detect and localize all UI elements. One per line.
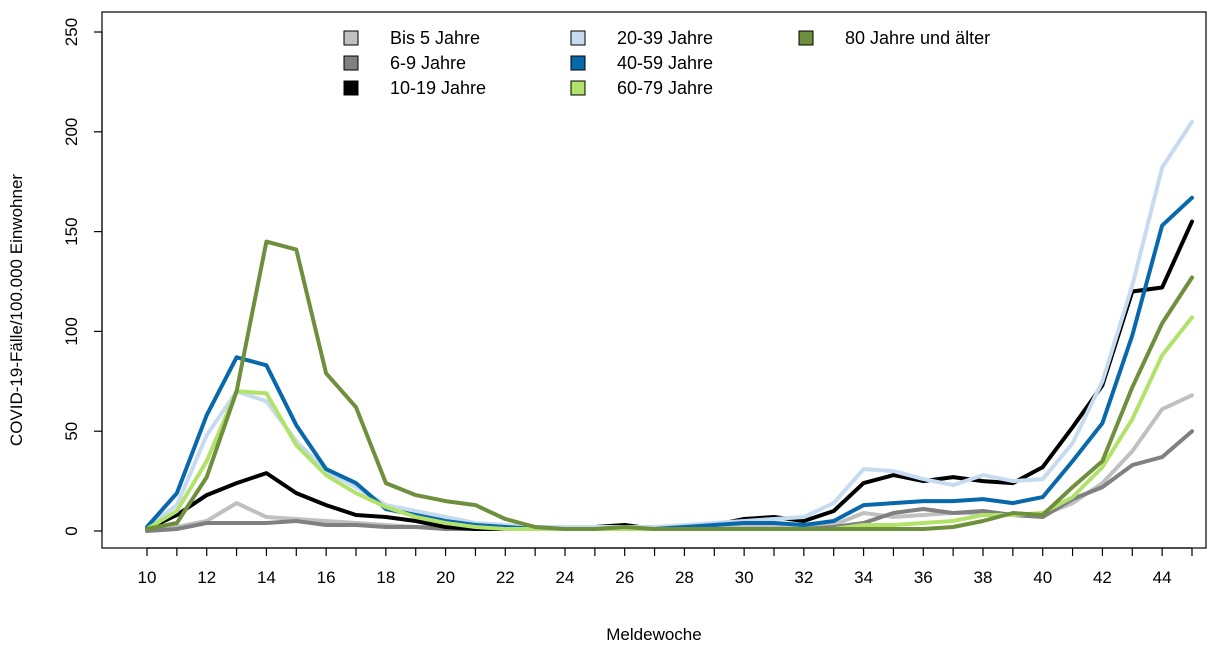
series-line-7: [145, 239, 1194, 531]
series-line-4: [145, 119, 1194, 529]
legend-swatch: [343, 30, 359, 46]
y-axis-title: COVID-19-Fälle/100.000 Einwohner: [7, 174, 26, 446]
y-tick-label: 200: [62, 118, 81, 146]
legend-swatch: [570, 80, 586, 96]
y-tick-label: 250: [62, 18, 81, 46]
x-tick-label: 44: [1153, 568, 1172, 587]
legend-swatch: [570, 30, 586, 46]
x-tick-label: 20: [436, 568, 455, 587]
x-tick-label: 30: [735, 568, 754, 587]
series-line-1: [145, 393, 1194, 531]
y-tick-label: 50: [62, 422, 81, 441]
legend-swatch: [343, 55, 359, 71]
x-axis-title: Meldewoche: [606, 625, 701, 644]
legend-label: 60-79 Jahre: [617, 78, 713, 98]
x-tick-label: 36: [914, 568, 933, 587]
series-lines: [145, 119, 1194, 533]
legend-swatch: [343, 80, 359, 96]
y-tick-label: 0: [62, 526, 81, 535]
x-tick-label: 22: [496, 568, 515, 587]
legend-label: Bis 5 Jahre: [390, 28, 480, 48]
y-tick-label: 150: [62, 217, 81, 245]
x-tick-label: 10: [138, 568, 157, 587]
legend-label: 20-39 Jahre: [617, 28, 713, 48]
x-tick-label: 28: [675, 568, 694, 587]
series-line-3: [145, 219, 1194, 531]
legend-label: 40-59 Jahre: [617, 53, 713, 73]
x-tick-label: 18: [376, 568, 395, 587]
x-tick-label: 34: [854, 568, 873, 587]
legend-label: 6-9 Jahre: [390, 53, 466, 73]
legend-swatch: [570, 55, 586, 71]
legend: Bis 5 Jahre 6-9 Jahre 10-19 Jahre 20-39 Jah…: [343, 28, 990, 98]
x-tick-label: 42: [1093, 568, 1112, 587]
axes: 10 12 14 16 18 20 22 24 26 28 30 32 34 36 38 40 42 44 0 50 1…: [62, 18, 1193, 587]
x-tick-label: 32: [794, 568, 813, 587]
x-tick-label: 38: [974, 568, 993, 587]
legend-label: 80 Jahre und älter: [845, 28, 990, 48]
y-tick-label: 100: [62, 317, 81, 345]
x-tick-label: 12: [197, 568, 216, 587]
x-tick-label: 40: [1033, 568, 1052, 587]
legend-swatch: [798, 30, 814, 46]
x-tick-label: 16: [317, 568, 336, 587]
x-tick-label: 24: [556, 568, 575, 587]
x-tick-label: 26: [615, 568, 634, 587]
legend-label: 10-19 Jahre: [390, 78, 486, 98]
x-tick-label: 14: [257, 568, 276, 587]
